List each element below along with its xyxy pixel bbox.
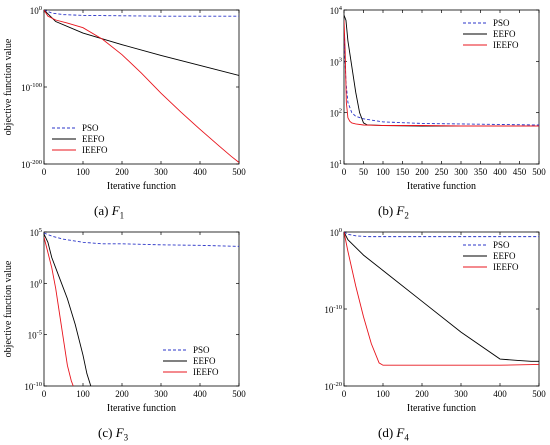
x-tick-label: 500 [232, 167, 246, 177]
subplot-d: 0 100 200 300 400 500 100 10-10 10-20 Iterative f… [324, 227, 546, 414]
x-tick-label: 500 [532, 167, 546, 177]
series-line-pso [44, 10, 239, 17]
y-tick-label: 100 [330, 227, 342, 238]
y-tick-label: 102 [330, 108, 342, 119]
x-tick-label: 150 [396, 167, 410, 177]
series-line-pso [344, 35, 539, 126]
x-axis-label: Iterative function [107, 181, 176, 192]
y-tick-label: 100 [30, 5, 42, 16]
x-axis-label: Iterative function [407, 181, 476, 192]
x-tick-label: 300 [154, 167, 168, 177]
x-tick-label: 300 [454, 167, 468, 177]
x-tick-label: 350 [474, 167, 488, 177]
y-axis-label: objective function value [3, 260, 14, 357]
subplot-b: 0 50 100 150 200 250 300 350 400 450 500 101 102 103 1… [330, 5, 547, 192]
x-tick-label: 250 [435, 167, 449, 177]
y-tick-label: 10-10 [24, 381, 42, 392]
y-tick-label: 101 [330, 159, 342, 170]
x-tick-label: 500 [532, 389, 546, 399]
y-tick-label: 10-100 [21, 82, 42, 93]
legend-label-pso: PSO [193, 345, 210, 355]
legend-label-pso: PSO [82, 123, 99, 133]
y-tick-label: 104 [330, 5, 343, 16]
legend-label-ieefo: IEEFO [82, 145, 108, 155]
series-line-ieefo [344, 20, 539, 127]
x-tick-label: 400 [493, 389, 507, 399]
caption-d: (d) F4 [378, 425, 409, 443]
legend-label-ieefo: IEEFO [493, 40, 519, 50]
x-tick-label: 300 [454, 389, 468, 399]
legend-label-ieefo: IEEFO [193, 367, 219, 377]
x-tick-label: 0 [42, 389, 47, 399]
subplot-a: 0 100 200 300 400 500 100 10-100 10-200 Iterative… [3, 5, 246, 192]
legend-label-eefo: EEFO [493, 29, 516, 39]
plot-frame [43, 9, 240, 165]
x-tick-label: 300 [154, 389, 168, 399]
series-line-eefo [344, 232, 539, 362]
subplot-c: 0 100 200 300 400 500 105 100 10-5 10-10 Iterative… [3, 227, 246, 414]
y-tick-label: 10-10 [324, 304, 342, 315]
x-tick-label: 200 [415, 389, 429, 399]
y-tick-label: 103 [330, 56, 342, 67]
legend-label-pso: PSO [493, 18, 510, 28]
x-tick-label: 50 [359, 167, 369, 177]
caption-a: (a) F1 [94, 203, 125, 221]
series-line-eefo [44, 10, 239, 76]
x-tick-label: 100 [76, 389, 90, 399]
x-tick-label: 400 [193, 167, 207, 177]
legend-label-eefo: EEFO [193, 356, 216, 366]
x-tick-label: 100 [76, 167, 90, 177]
x-tick-label: 100 [376, 389, 390, 399]
y-tick-label: 10-20 [324, 381, 342, 392]
series-line-ieefo [344, 232, 539, 366]
series-line-eefo [44, 233, 92, 386]
x-axis-label: Iterative function [107, 403, 176, 414]
x-tick-label: 200 [115, 389, 129, 399]
x-tick-label: 0 [342, 389, 347, 399]
x-tick-label: 200 [115, 167, 129, 177]
legend-label-pso: PSO [493, 240, 510, 250]
y-tick-label: 10-5 [28, 330, 42, 341]
x-tick-label: 0 [342, 167, 347, 177]
series-line-pso [44, 232, 239, 247]
legend-label-eefo: EEFO [82, 134, 105, 144]
x-axis-label: Iterative function [407, 403, 476, 414]
caption-b: (b) F2 [378, 203, 409, 221]
x-tick-label: 500 [232, 389, 246, 399]
y-tick-label: 10-200 [21, 159, 42, 170]
x-tick-label: 0 [42, 167, 47, 177]
x-tick-label: 100 [376, 167, 390, 177]
series-line-pso [344, 232, 539, 238]
series-line-ieefo [44, 237, 74, 386]
y-axis-label: objective function value [3, 38, 14, 135]
legend-label-ieefo: IEEFO [493, 262, 519, 272]
x-tick-label: 400 [493, 167, 507, 177]
y-tick-label: 105 [30, 227, 42, 238]
series-line-ieefo [44, 10, 239, 163]
legend-label-eefo: EEFO [493, 251, 516, 261]
plot-frame [43, 231, 240, 387]
y-tick-label: 100 [30, 278, 42, 289]
x-tick-label: 450 [513, 167, 527, 177]
x-tick-label: 200 [415, 167, 429, 177]
caption-c: (c) F3 [98, 425, 129, 443]
x-tick-label: 400 [193, 389, 207, 399]
